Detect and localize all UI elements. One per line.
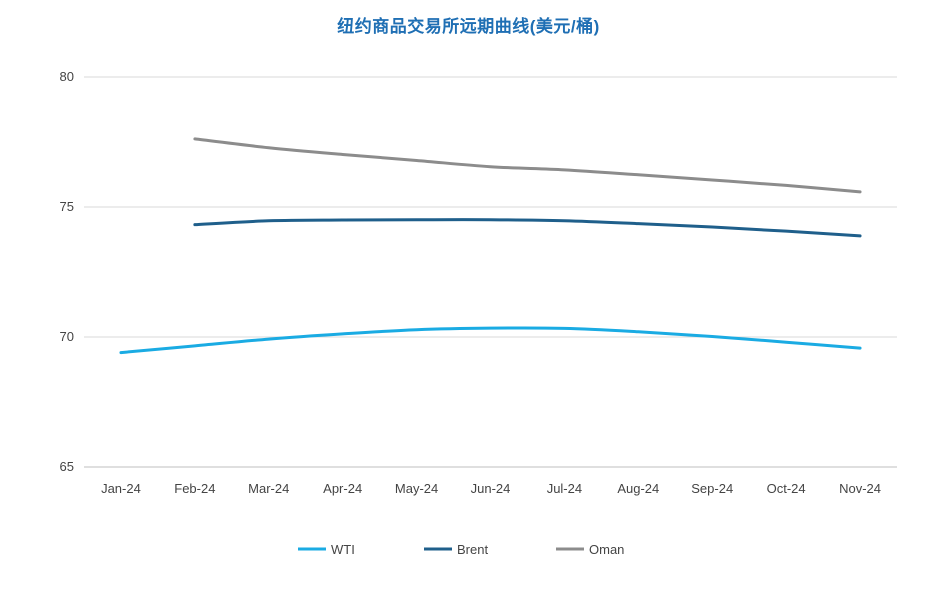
x-tick-label: Feb-24	[174, 481, 215, 496]
x-tick-label: Jun-24	[471, 481, 511, 496]
legend-label-brent: Brent	[457, 542, 488, 557]
y-tick-label: 65	[60, 459, 74, 474]
chart-title: 纽约商品交易所远期曲线(美元/桶)	[337, 17, 600, 36]
y-tick-label: 80	[60, 69, 74, 84]
x-tick-label: Apr-24	[323, 481, 362, 496]
x-tick-label: Oct-24	[767, 481, 806, 496]
series-line-oman	[193, 137, 862, 194]
series-lines	[119, 137, 862, 355]
legend-label-oman: Oman	[589, 542, 624, 557]
x-tick-label: Nov-24	[839, 481, 881, 496]
x-tick-label: May-24	[395, 481, 438, 496]
x-tick-label: Jan-24	[101, 481, 141, 496]
legend-label-wti: WTI	[331, 542, 355, 557]
x-tick-label: Mar-24	[248, 481, 289, 496]
x-axis-ticks: Jan-24 Feb-24 Mar-24 Apr-24 May-24 Jun-24 Jul-…	[101, 481, 881, 496]
series-line-wti	[119, 326, 862, 355]
gridlines	[84, 76, 897, 468]
y-tick-label: 75	[60, 199, 74, 214]
y-axis-ticks: 65 70 75 80	[60, 69, 74, 474]
series-line-brent	[193, 218, 862, 238]
x-tick-label: Aug-24	[617, 481, 659, 496]
legend: WTI Brent Oman	[298, 542, 624, 557]
x-tick-label: Jul-24	[547, 481, 582, 496]
y-tick-label: 70	[60, 329, 74, 344]
x-tick-label: Sep-24	[691, 481, 733, 496]
